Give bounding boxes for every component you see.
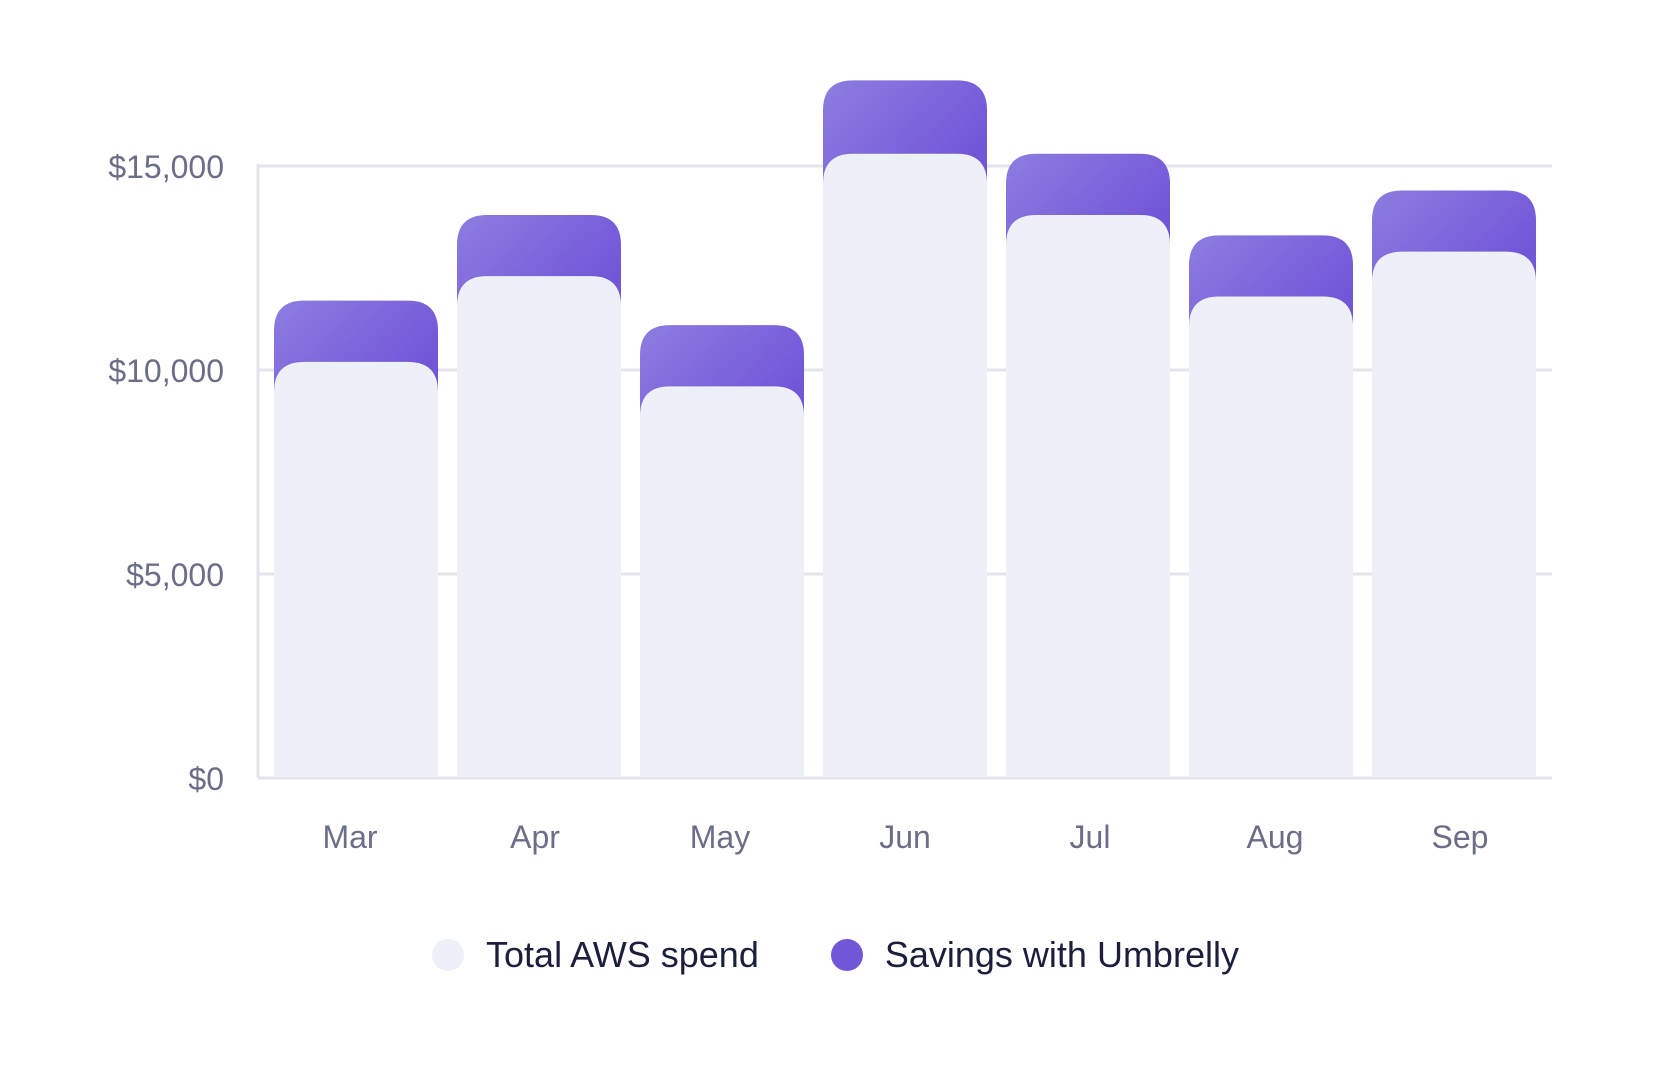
legend-label-savings: Savings with Umbrelly — [884, 934, 1239, 975]
x-tick-label: Sep — [1432, 819, 1489, 855]
x-tick-label: Apr — [510, 819, 560, 855]
bar-chart: $0 $5,000 $10,000 $15,000 Mar Apr May Jun Jul Aug… — [108, 80, 1552, 855]
x-tick-label: Aug — [1247, 819, 1304, 855]
y-tick-label: $5,000 — [126, 557, 224, 593]
legend-swatch-savings — [830, 939, 863, 971]
bar-total-mar — [274, 361, 438, 777]
x-tick-label: May — [690, 819, 750, 855]
bar-total-sep — [1372, 251, 1536, 777]
y-tick-label: $10,000 — [108, 353, 224, 389]
legend-item-savings: Savings with Umbrelly — [830, 934, 1239, 976]
bar-total-jul — [1006, 214, 1170, 777]
legend-item-total: Total AWS spend — [432, 934, 759, 976]
legend-swatch-total — [432, 939, 465, 971]
x-tick-label: Mar — [322, 819, 377, 855]
legend: Total AWS spend Savings with Umbrelly — [0, 934, 1671, 976]
x-tick-label: Jul — [1070, 819, 1111, 855]
y-tick-label: $15,000 — [108, 149, 224, 185]
bar-total-aug — [1189, 296, 1353, 777]
bar-total-jun — [823, 153, 987, 777]
legend-label-total: Total AWS spend — [486, 934, 759, 975]
y-tick-label: $0 — [188, 761, 224, 797]
bar-total-apr — [457, 276, 621, 777]
x-tick-label: Jun — [879, 819, 931, 855]
bar-total-may — [640, 386, 804, 777]
